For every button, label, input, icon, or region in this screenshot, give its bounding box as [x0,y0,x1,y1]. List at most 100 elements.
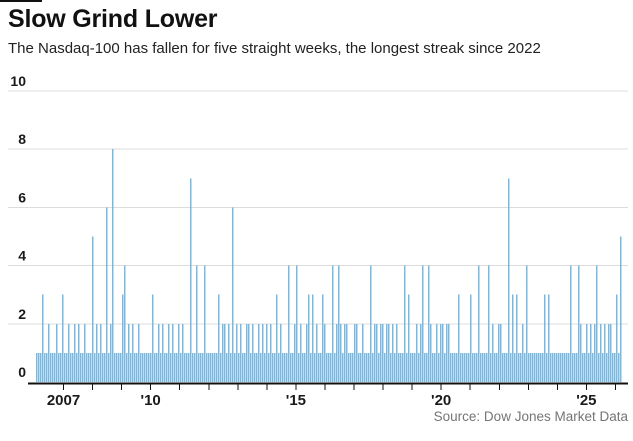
bar [342,352,344,382]
bar [562,352,564,382]
bar [112,149,114,382]
bar [356,323,358,382]
bar [316,323,318,382]
bar [448,323,450,382]
y-tick-label: 4 [18,248,26,264]
bar [394,352,396,382]
x-tick-label: '10 [141,392,161,409]
bar [220,352,222,382]
bar [522,323,524,382]
bar [144,352,146,382]
top-accent-line [0,0,42,2]
bar [542,352,544,382]
bar [266,323,268,382]
bar [104,352,106,382]
bar [544,294,546,382]
bar [240,323,242,382]
bar [550,352,552,382]
bar [176,352,178,382]
bar [590,323,592,382]
bar [322,294,324,382]
bar [218,294,220,382]
bar [296,265,298,382]
bar [52,352,54,382]
bar [314,352,316,382]
bar [308,294,310,382]
bar [400,352,402,382]
bar [334,352,336,382]
bar [206,352,208,382]
bar [382,323,384,382]
bar [488,265,490,382]
bar [84,323,86,382]
bar [418,352,420,382]
bar [232,207,234,382]
bar [406,352,408,382]
bar [470,294,472,382]
bar [536,352,538,382]
bar [460,352,462,382]
bar [424,352,426,382]
bar [124,265,126,382]
bar [64,352,66,382]
x-tick-label: '20 [431,392,451,409]
bar [236,323,238,382]
bar [190,178,192,382]
bar [306,323,308,382]
source-attribution: Source: Dow Jones Market Data [433,409,628,424]
bar [588,352,590,382]
bar [374,323,376,382]
bar [116,352,118,382]
bar [344,323,346,382]
bar [134,352,136,382]
bar [256,352,258,382]
bar [464,352,466,382]
bar [234,352,236,382]
bar [202,352,204,382]
bar [556,352,558,382]
bar [280,323,282,382]
bar [242,352,244,382]
bar [594,323,596,382]
bar [548,294,550,382]
bar [302,352,304,382]
bar [568,352,570,382]
bar [478,265,480,382]
bar [58,352,60,382]
bar [110,323,112,382]
bar [212,352,214,382]
bar [154,352,156,382]
bar [474,352,476,382]
bar [330,352,332,382]
bar [584,352,586,382]
bar [560,352,562,382]
bar [184,352,186,382]
bar [50,352,52,382]
bar [404,265,406,382]
bar [54,352,56,382]
bar [396,323,398,382]
bar [500,323,502,382]
bar [48,323,50,382]
bar [336,323,338,382]
bar [498,323,500,382]
bar [480,352,482,382]
bar [200,352,202,382]
bar [304,352,306,382]
bar [456,352,458,382]
bar [610,323,612,382]
bar [318,352,320,382]
bar [282,352,284,382]
bar [118,352,120,382]
bar [274,352,276,382]
bar [148,352,150,382]
bar [182,323,184,382]
bar [346,323,348,382]
bar [524,352,526,382]
bar [370,265,372,382]
bar [534,352,536,382]
bar [350,352,352,382]
bar [136,352,138,382]
bar [140,352,142,382]
bar [76,352,78,382]
